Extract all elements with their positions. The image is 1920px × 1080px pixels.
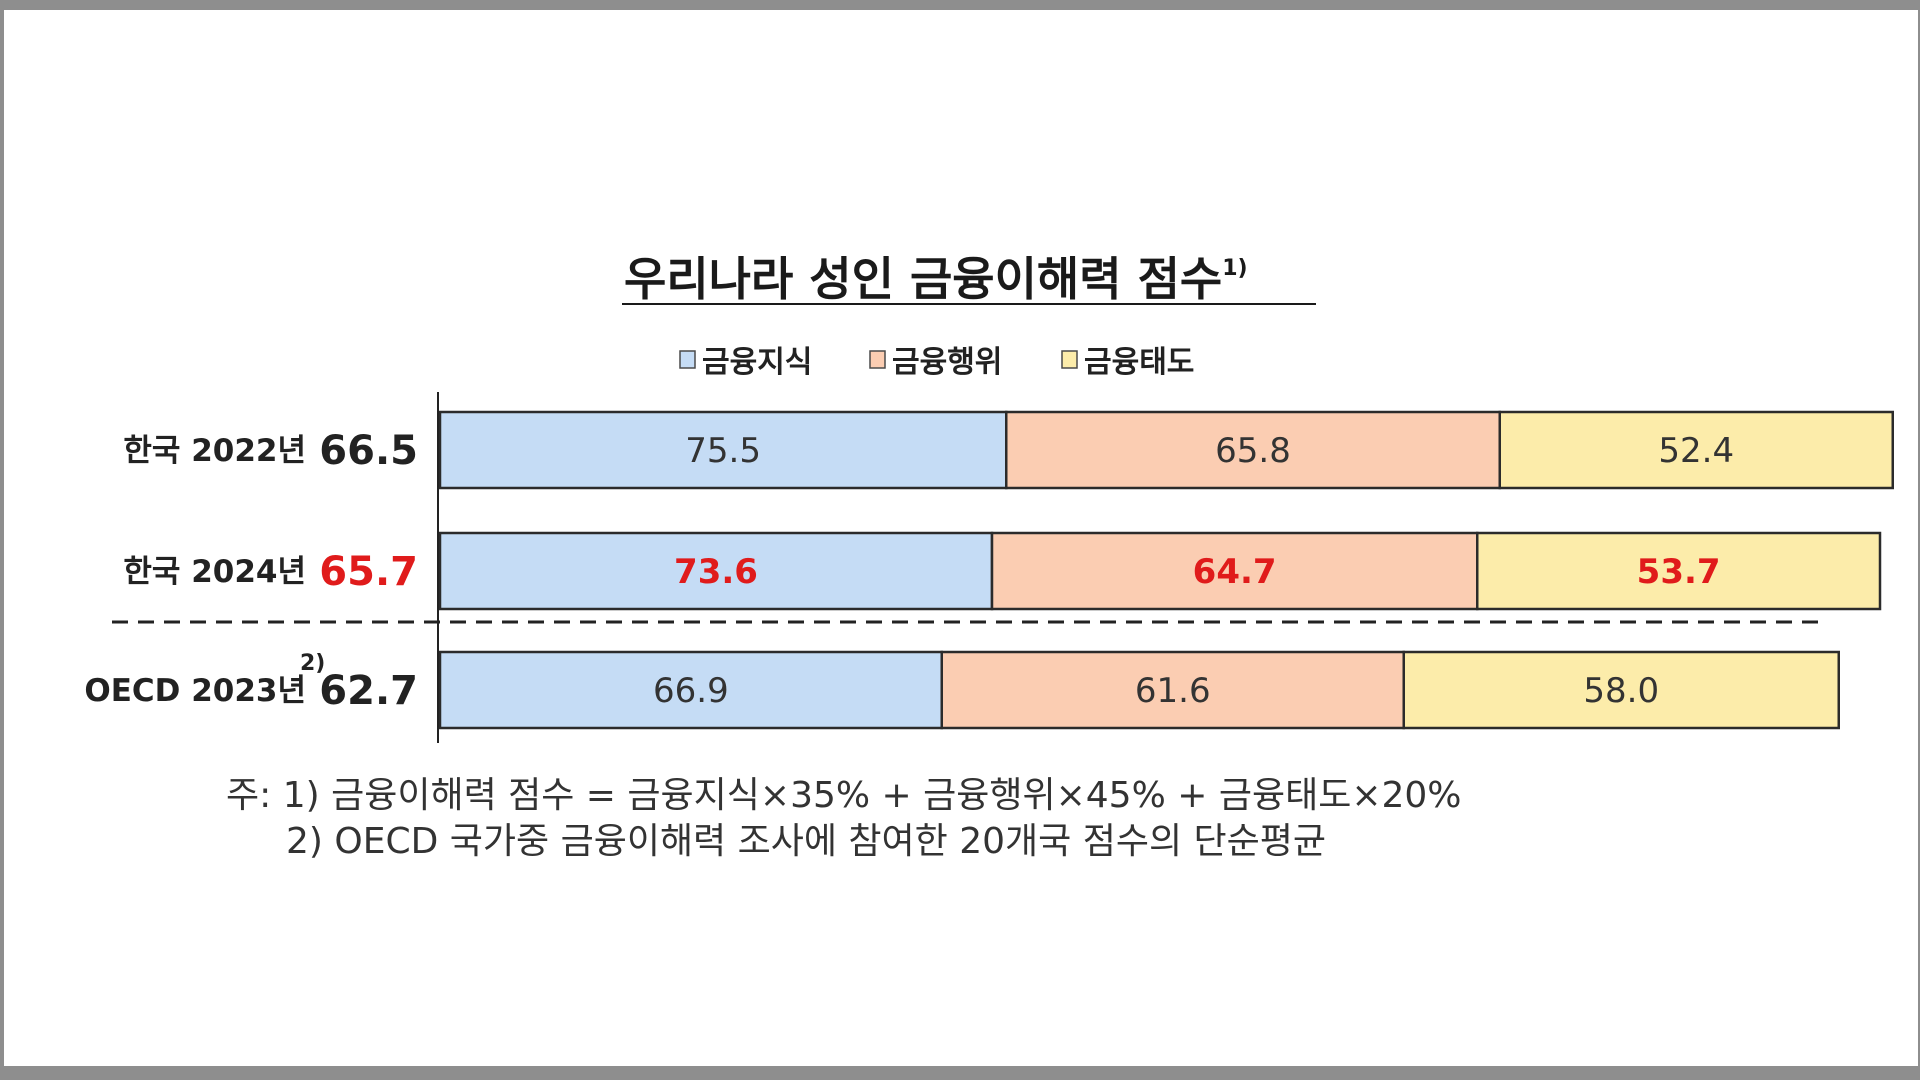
bar-value-label: 73.6 — [674, 552, 758, 592]
bar-value-label: 64.7 — [1193, 552, 1277, 592]
bar-value-label: 66.9 — [653, 671, 729, 711]
bar-segment — [1402, 650, 1840, 730]
legend-label: 금융지식 — [702, 345, 812, 380]
bar-row: 한국 2022년 66.5 75.5 65.8 52.4 — [123, 410, 1894, 490]
row-total-score: 65.7 — [319, 549, 418, 595]
legend-swatch — [1061, 350, 1078, 369]
legend-swatch — [679, 350, 696, 369]
row-label: 한국 2022년 — [123, 433, 306, 469]
row-label: 한국 2024년 — [123, 554, 306, 590]
chart-frame: 우리나라 성인 금융이해력 점수1) 금융지식 금융행위 금융태도 한국 2022년… — [4, 10, 1918, 1066]
bar-row: 한국 2024년 65.7 73.6 64.7 53.7 — [123, 531, 1882, 611]
legend-swatch — [869, 350, 886, 369]
bar-value-label: 53.7 — [1637, 552, 1721, 592]
bar-value-label: 61.6 — [1135, 671, 1211, 711]
bar-value-label: 58.0 — [1583, 671, 1659, 711]
chart-title: 우리나라 성인 금융이해력 점수1) — [624, 252, 1248, 306]
chart-rows: 한국 2022년 66.5 75.5 65.8 52.4 한국 2024년 65.7 73.6… — [84, 410, 1894, 730]
row-footnote: 2) — [300, 651, 325, 676]
stacked-bar-chart: 우리나라 성인 금융이해력 점수1) 금융지식 금융행위 금융태도 한국 2022년… — [84, 252, 1894, 862]
legend: 금융지식 금융행위 금융태도 — [679, 345, 1194, 380]
footnotes: 주: 1) 금융이해력 점수 = 금융지식×35% + 금융행위×45% + 금… — [226, 775, 1462, 862]
row-total-score: 62.7 — [319, 668, 418, 714]
row-total-score: 66.5 — [319, 428, 418, 474]
bar-value-label: 65.8 — [1215, 431, 1291, 471]
bar-value-label: 75.5 — [685, 431, 761, 471]
bar-value-label: 52.4 — [1658, 431, 1734, 471]
title-footnote: 1) — [1222, 256, 1247, 281]
bar-segment — [1005, 410, 1501, 490]
bar-segment — [1476, 531, 1882, 611]
legend-label: 금융태도 — [1084, 345, 1194, 380]
bar-segment — [1498, 410, 1894, 490]
footnote-line: 2) OECD 국가중 금융이해력 조사에 참여한 20개국 점수의 단순평균 — [286, 821, 1326, 862]
row-label: OECD 2023년 — [84, 673, 306, 709]
legend-label: 금융행위 — [892, 345, 1002, 380]
footnote-line: 주: 1) 금융이해력 점수 = 금융지식×35% + 금융행위×45% + 금… — [226, 775, 1462, 816]
